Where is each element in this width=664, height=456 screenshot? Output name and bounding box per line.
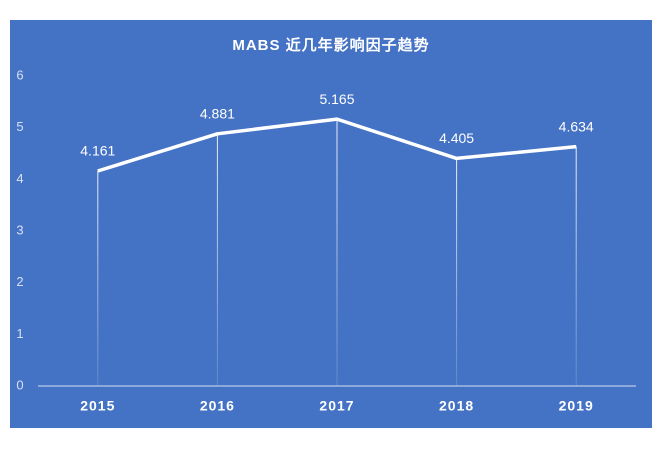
line-series (97, 117, 577, 173)
data-label: 4.881 (200, 106, 235, 122)
y-tick-label: 5 (16, 119, 23, 134)
x-tick-label: 2015 (80, 398, 115, 414)
data-label: 4.405 (439, 130, 474, 146)
data-label: 5.165 (319, 91, 354, 107)
y-tick-label: 2 (16, 274, 23, 289)
chart-title: MABS 近几年影响因子趋势 (232, 36, 429, 54)
data-label: 4.161 (80, 143, 115, 159)
drop-line (575, 146, 577, 386)
y-tick-label: 0 (16, 377, 23, 392)
drop-line (97, 171, 99, 386)
y-tick-label: 1 (16, 326, 23, 341)
y-tick-label: 4 (16, 171, 23, 186)
data-label: 4.634 (559, 118, 594, 134)
drop-line (336, 119, 338, 387)
x-tick-label: 2017 (319, 398, 354, 414)
chart-background (10, 20, 652, 428)
drop-line (456, 158, 458, 386)
x-tick-label: 2019 (559, 398, 594, 414)
x-tick-label: 2018 (439, 398, 474, 414)
x-tick-label: 2016 (200, 398, 235, 414)
y-tick-label: 3 (16, 222, 23, 237)
y-tick-label: 6 (16, 67, 23, 82)
drop-line (216, 133, 218, 386)
